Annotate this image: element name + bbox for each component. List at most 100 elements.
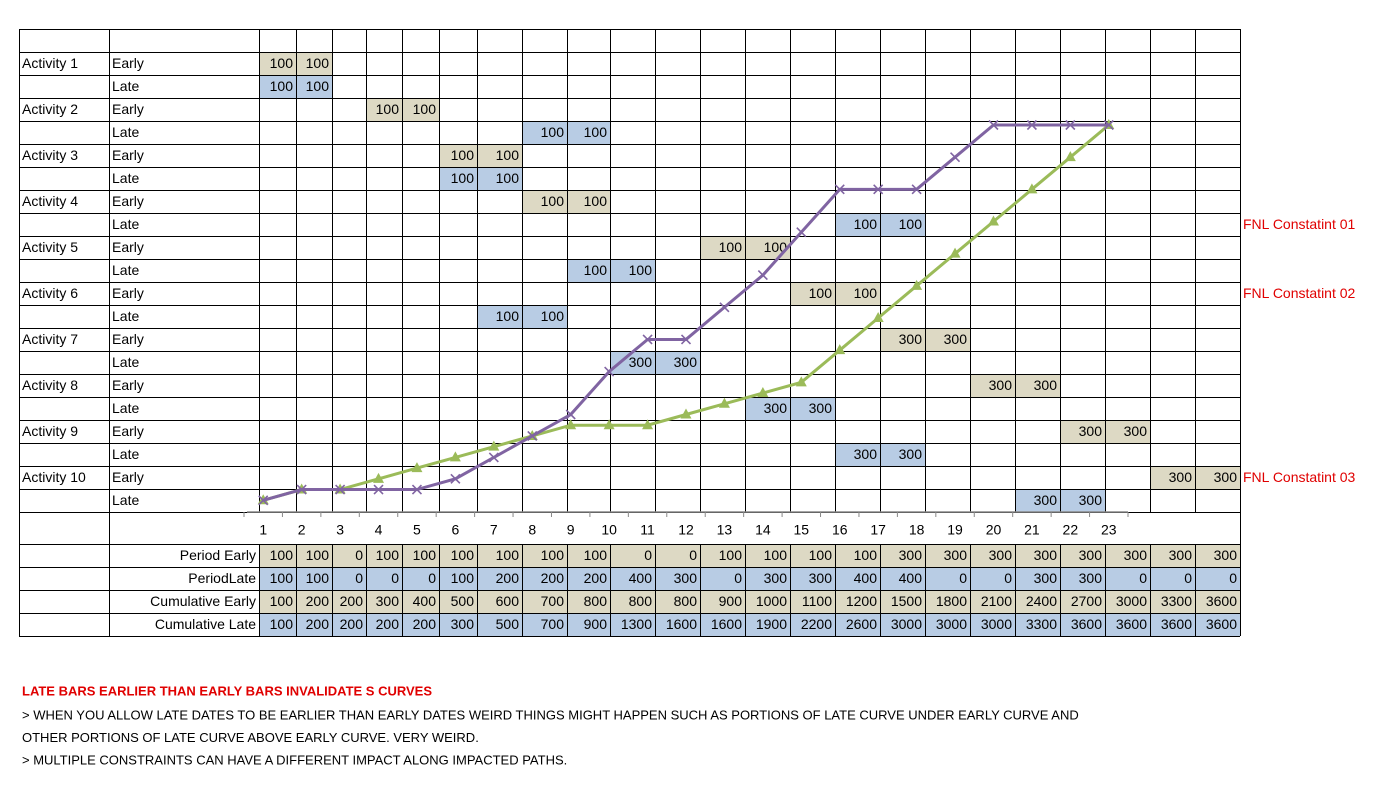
cell-value: 300 [1079,423,1103,439]
late-cell [790,397,835,420]
row-label: Late [112,170,139,186]
summary-cell [1195,590,1240,613]
curve-marker [988,119,999,131]
x-tick-label: 7 [490,522,498,538]
cell-value: 3300 [1026,616,1057,632]
cell-value: 1600 [711,616,742,632]
x-tick-label: 18 [909,522,925,538]
notes-line: > MULTIPLE CONSTRAINTS CAN HAVE A DIFFER… [22,752,567,767]
cell-value: 1200 [846,593,877,609]
curve-marker [911,279,923,290]
curve-marker [411,462,423,473]
cell-value: 400 [854,570,878,586]
cell-value: 3600 [1161,616,1192,632]
summary-cell [700,613,745,636]
x-tick-label: 10 [601,522,617,538]
row-label: Late [112,400,139,416]
cell-value: 2700 [1071,593,1102,609]
row-label: Late [112,78,139,94]
summary-cell [700,590,745,613]
early-cell [259,52,296,75]
x-tick-label: 4 [375,522,383,538]
summary-cell [402,590,439,613]
summary-cell [1150,567,1195,590]
summary-cell [835,590,880,613]
summary-cell [332,544,366,567]
activity-name: Activity 1 [22,55,78,71]
summary-cell [1060,613,1105,636]
cell-value: 900 [719,593,743,609]
curve-marker [872,312,884,322]
summary-cell [366,567,402,590]
x-tick-label: 8 [528,522,536,538]
summary-cell [439,590,477,613]
cell-value: 100 [306,55,330,71]
row-label: Early [112,469,144,485]
summary-cell [1015,567,1060,590]
row-label: Late [112,216,139,232]
row-label: Late [112,262,139,278]
curve-marker [719,302,730,313]
summary-cell [970,590,1015,613]
cell-value: 300 [1034,492,1058,508]
early-cell [296,52,332,75]
row-label: Late [112,492,139,508]
summary-cell [1060,544,1105,567]
constraint-note: FNL Constatint 01 [1243,216,1356,232]
cell-value: 0 [689,547,697,563]
cell-value: 300 [899,331,923,347]
late-cell [439,167,477,190]
summary-cell [439,544,477,567]
cell-value: 100 [541,547,565,563]
summary-cell [700,544,745,567]
cell-value: 100 [451,570,475,586]
late-cell [655,351,700,374]
cell-value: 100 [629,262,653,278]
early-cell [522,190,567,213]
curve-marker [258,495,269,506]
curve-marker [680,408,692,419]
summary-cell [835,567,880,590]
cell-value: 700 [541,593,565,609]
cell-value: 700 [541,616,565,632]
summary-cell [655,544,700,567]
cell-value: 800 [674,593,698,609]
row-label: Early [112,239,144,255]
early-cell [745,236,790,259]
early-cell [1195,466,1240,489]
x-tick-label: 2 [298,522,306,538]
curve-marker [680,334,692,345]
curve-marker [335,484,346,495]
cell-value: 100 [270,547,294,563]
x-tick-label: 13 [717,522,733,538]
summary-cell [970,544,1015,567]
curve-marker [949,247,961,258]
cell-value: 100 [584,262,608,278]
summary-cell [439,613,477,636]
late-cell [835,213,880,236]
summary-cell [880,590,925,613]
summary-label: Period Early [180,547,256,563]
x-tick-label: 23 [1101,522,1117,538]
late-cell [610,351,655,374]
x-tick-label: 5 [413,522,421,538]
early-cell [402,98,439,121]
summary-cell [1195,613,1240,636]
activity-name: Activity 10 [22,469,86,485]
cell-value: 100 [451,147,475,163]
curve-marker [296,484,307,495]
early-cell [567,190,610,213]
summary-cell [790,613,835,636]
summary-cell [567,613,610,636]
cell-value: 200 [340,616,364,632]
x-tick-label: 20 [986,522,1002,538]
cell-value: 300 [1079,570,1103,586]
cell-value: 100 [413,101,437,117]
curve-marker [603,419,615,430]
summary-cell [970,613,1015,636]
curve-marker [450,473,461,484]
cell-value: 1600 [666,616,697,632]
activity-name: Activity 9 [22,423,78,439]
cell-value: 400 [629,570,653,586]
curve-marker [527,430,538,442]
